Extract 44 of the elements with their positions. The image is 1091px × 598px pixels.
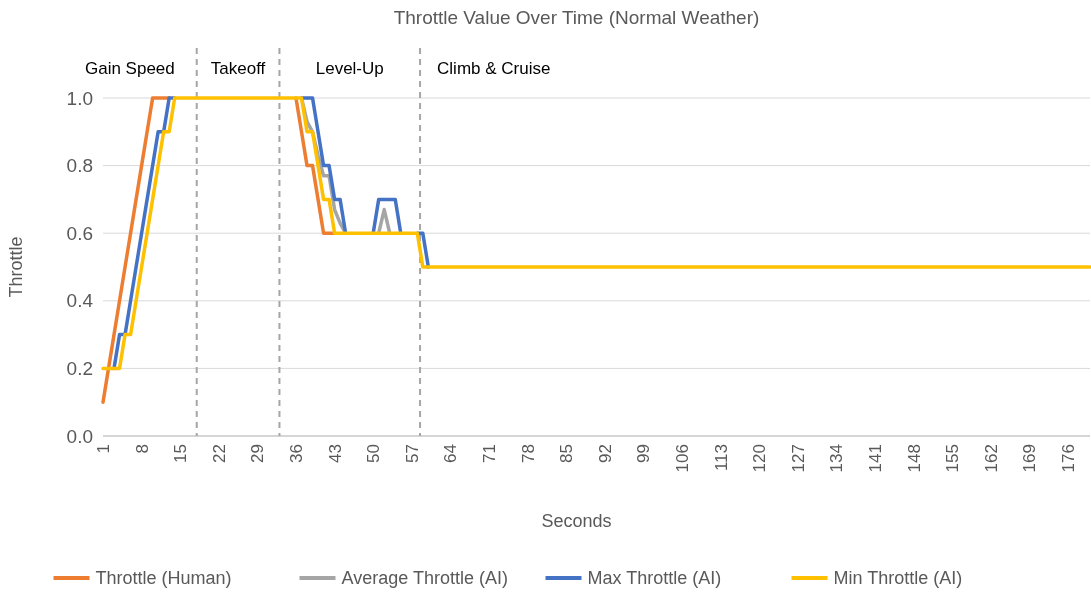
y-tick-label: 0.2	[66, 358, 93, 380]
legend-label: Min Throttle (AI)	[833, 568, 963, 589]
legend-label: Average Throttle (AI)	[341, 568, 508, 589]
x-tick-label: 29	[248, 444, 268, 463]
x-tick-label: 127	[788, 444, 808, 473]
y-tick-label: 0.8	[66, 155, 93, 177]
legend-label: Throttle (Human)	[95, 568, 232, 589]
x-axis-title: Seconds	[541, 511, 612, 531]
legend-label: Max Throttle (AI)	[587, 568, 722, 589]
x-tick-label: 22	[209, 444, 229, 463]
x-tick-label: 176	[1058, 444, 1078, 473]
x-tick-label: 155	[943, 444, 963, 473]
x-tick-label: 99	[634, 444, 654, 463]
text: Takeoff	[210, 59, 266, 78]
x-tick-label: 92	[595, 444, 615, 463]
x-tick-label: 43	[325, 444, 345, 463]
x-tick-label: 1	[93, 444, 113, 454]
x-tick-label: 71	[479, 444, 499, 463]
chart-title: Throttle Value Over Time (Normal Weather)	[393, 7, 760, 28]
x-tick-label: 106	[672, 444, 692, 473]
text: Level-Up	[315, 59, 384, 78]
x-tick-label: 64	[441, 444, 461, 463]
x-tick-label: 57	[402, 444, 422, 463]
x-tick-label: 113	[711, 444, 731, 472]
x-tick-label: 50	[364, 444, 384, 463]
x-tick-label: 85	[557, 444, 577, 463]
x-tick-label: 36	[286, 444, 306, 463]
y-axis-title: Throttle	[6, 236, 26, 298]
text: Climb & Cruise	[437, 59, 551, 78]
x-tick-label: 8	[132, 444, 152, 454]
x-tick-label: 169	[1020, 444, 1040, 473]
y-tick-label: 0.4	[66, 290, 94, 312]
text: Gain Speed	[84, 59, 175, 78]
y-tick-label: 1.0	[66, 87, 93, 109]
x-tick-label: 78	[518, 444, 538, 463]
y-tick-label: 0.0	[66, 425, 93, 447]
x-tick-label: 15	[171, 444, 191, 463]
x-tick-label: 162	[981, 444, 1001, 473]
y-tick-label: 0.6	[66, 222, 93, 244]
x-tick-label: 148	[904, 444, 924, 473]
x-tick-label: 141	[865, 444, 885, 473]
x-tick-label: 134	[827, 444, 847, 473]
x-tick-label: 120	[750, 444, 770, 473]
line-series	[101, 96, 1091, 371]
